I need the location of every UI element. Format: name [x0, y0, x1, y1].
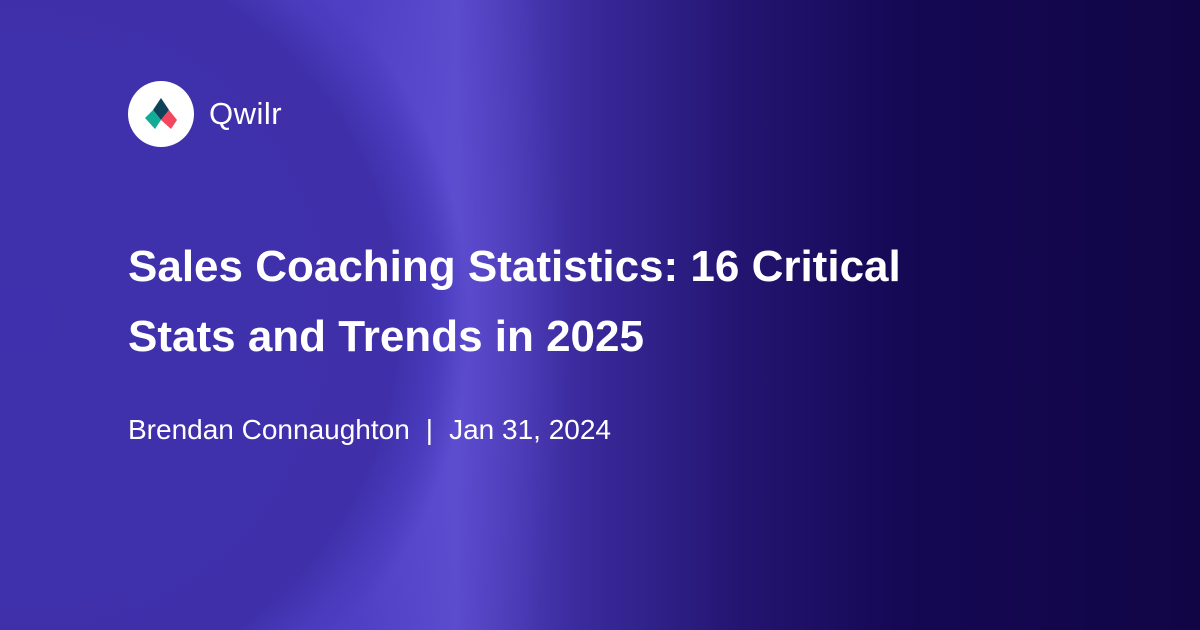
- brand-logo: Qwilr: [128, 81, 282, 147]
- qwilr-logo-icon: [145, 98, 177, 129]
- title-line-1: Sales Coaching Statistics: 16 Critical: [128, 242, 901, 291]
- author-name: Brendan Connaughton: [128, 414, 410, 445]
- logo-badge: [128, 81, 194, 147]
- byline-separator: |: [425, 414, 434, 445]
- byline: Brendan Connaughton | Jan 31, 2024: [128, 414, 611, 446]
- brand-name: Qwilr: [209, 96, 283, 131]
- title-line-2: Stats and Trends in 2025: [128, 312, 644, 361]
- page-title: Sales Coaching Statistics: 16 Critical S…: [128, 232, 1088, 372]
- publish-date: Jan 31, 2024: [449, 414, 611, 445]
